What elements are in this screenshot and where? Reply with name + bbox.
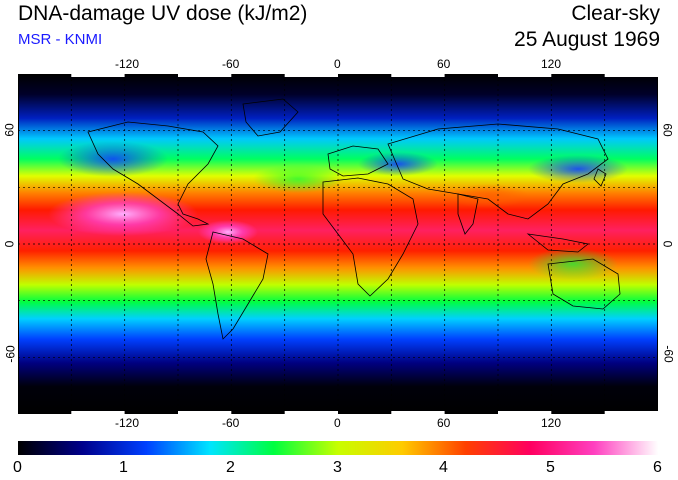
coast-indonesia	[526, 233, 589, 253]
coast-asia	[387, 123, 609, 220]
coast-europe	[327, 145, 389, 177]
frame-scale	[71, 74, 658, 414]
sky-condition-label: Clear-sky	[571, 2, 660, 25]
lon-tick-top: 60	[437, 57, 451, 71]
coast-japan	[593, 168, 607, 187]
uv-lowspot	[528, 155, 628, 183]
date-label: 25 August 1969	[514, 28, 660, 51]
coast-north-america	[87, 121, 219, 227]
graticule	[18, 74, 658, 414]
lat-tick-left: 60	[2, 123, 17, 137]
uv-lowspot	[58, 141, 168, 177]
lat-tick-right: 60	[660, 123, 675, 137]
lon-tick-top: -60	[222, 57, 240, 71]
lat-tick-right: -60	[661, 345, 676, 363]
lat-tick-right: 0	[660, 240, 675, 248]
uv-lowspot	[358, 152, 438, 176]
lon-tick-bottom: 60	[437, 416, 451, 430]
map-title: DNA-damage UV dose (kJ/m2)	[18, 2, 308, 25]
coast-australia	[547, 258, 621, 310]
lon-tick-top: -120	[115, 57, 140, 71]
colorbar-label: 1	[119, 459, 128, 476]
lon-tick-bottom: -120	[115, 416, 140, 430]
colorbar-label: 6	[653, 459, 662, 476]
lon-tick-top: 120	[541, 57, 562, 71]
coast-india	[457, 193, 479, 235]
colorbar	[18, 441, 658, 455]
colorbar-label: 5	[546, 459, 555, 476]
source-label: MSR - KNMI	[18, 31, 103, 48]
lat-tick-left: -60	[3, 345, 18, 363]
coast-greenland	[242, 98, 299, 137]
coast-south-america	[205, 231, 269, 340]
lon-tick-top: 0	[334, 57, 341, 71]
lon-tick-bottom: 120	[541, 416, 562, 430]
colorbar-label: 3	[333, 459, 342, 476]
lon-tick-bottom: -60	[222, 416, 240, 430]
uv-hotspot	[48, 192, 198, 236]
uv-greenspot	[528, 248, 618, 280]
colorbar-label: 0	[13, 459, 22, 476]
uv-greenspot	[253, 165, 343, 193]
colorbar-label: 4	[439, 459, 448, 476]
colorbar-label: 2	[226, 459, 235, 476]
lon-tick-bottom: 0	[334, 416, 341, 430]
uv-dose-map	[18, 74, 658, 414]
uv-hotspot	[198, 220, 258, 244]
lat-tick-left: 0	[2, 240, 17, 248]
uv-greenspot	[448, 184, 528, 208]
